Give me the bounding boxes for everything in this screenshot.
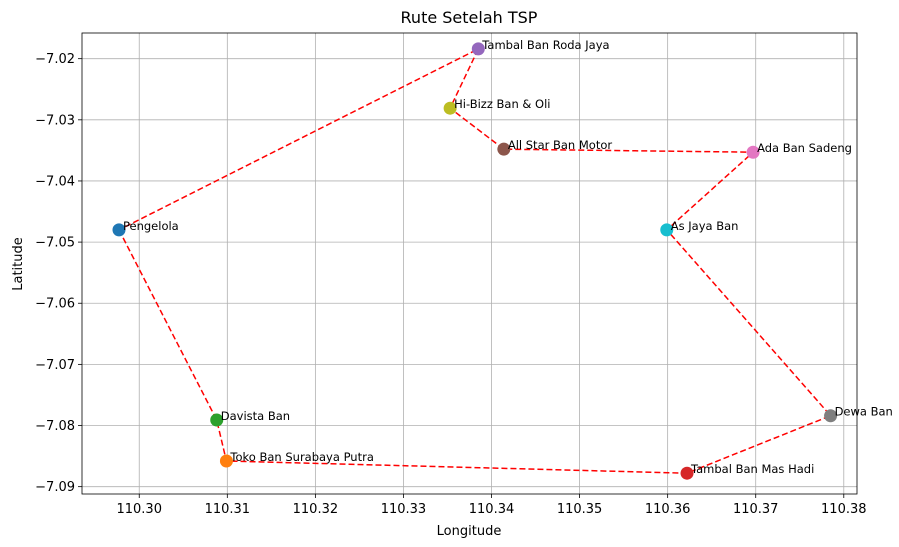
point-labels: Pengelola Toko Ban Surabaya Putra Davista … <box>123 38 893 476</box>
y-tick-label: −7.09 <box>35 480 75 495</box>
point-label: Tambal Ban Mas Hadi <box>690 462 814 476</box>
y-tick-label: −7.03 <box>35 113 75 128</box>
x-tick-label: 110.30 <box>116 502 162 517</box>
x-tick-label: 110.37 <box>733 502 779 517</box>
x-tick-label: 110.32 <box>293 502 339 517</box>
plot-frame <box>81 32 858 495</box>
data-points <box>112 42 838 480</box>
x-tick-label: 110.31 <box>205 502 251 517</box>
point-label: Dewa Ban <box>835 405 893 419</box>
point-marker <box>660 223 674 237</box>
point-label: Pengelola <box>123 219 179 233</box>
y-tick-label: −7.07 <box>35 358 75 373</box>
point-marker <box>210 413 224 427</box>
point-label: As Jaya Ban <box>671 219 739 233</box>
y-tick-label: −7.06 <box>35 297 75 312</box>
point-marker <box>443 101 457 115</box>
point-marker <box>746 145 760 159</box>
point-marker <box>471 42 485 56</box>
x-tick-label: 110.38 <box>821 502 867 517</box>
y-axis-ticks: −7.02 −7.03 −7.04 −7.05 −7.06 −7.07 −7.08 −7.09 <box>35 52 82 495</box>
y-tick-label: −7.02 <box>35 52 75 67</box>
y-tick-label: −7.05 <box>35 236 75 251</box>
y-tick-label: −7.04 <box>35 174 75 189</box>
point-marker <box>824 409 838 423</box>
point-marker <box>112 223 126 237</box>
x-tick-label: 110.33 <box>381 502 427 517</box>
point-label: Ada Ban Sadeng <box>757 141 852 155</box>
x-axis-label: Longitude <box>437 524 502 539</box>
point-label: Hi-Bizz Ban & Oli <box>454 97 550 111</box>
x-tick-label: 110.36 <box>645 502 691 517</box>
point-marker <box>497 142 511 156</box>
x-tick-label: 110.34 <box>469 502 515 517</box>
x-tick-label: 110.35 <box>557 502 603 517</box>
point-marker <box>219 454 233 468</box>
y-axis-label: Latitude <box>11 237 26 291</box>
grid <box>82 33 857 494</box>
point-marker <box>680 466 694 480</box>
point-label: Tambal Ban Roda Jaya <box>481 38 609 52</box>
point-label: All Star Ban Motor <box>508 138 613 152</box>
point-label: Davista Ban <box>221 409 290 423</box>
point-label: Toko Ban Surabaya Putra <box>229 450 373 464</box>
chart-title: Rute Setelah TSP <box>401 8 538 27</box>
y-tick-label: −7.08 <box>35 419 75 434</box>
x-axis-ticks: 110.30 110.31 110.32 110.33 110.34 110.35 110.… <box>116 494 867 517</box>
